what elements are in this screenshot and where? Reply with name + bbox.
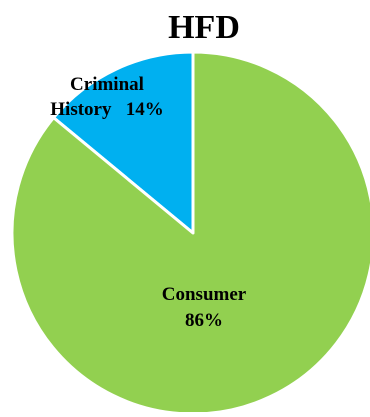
pie-label-criminal-history-line-0: Criminal (70, 74, 144, 95)
pie-label-consumer-line-1: 86% (185, 310, 223, 331)
pie-label-consumer: Consumer 86% (162, 284, 247, 331)
chart-title: HFD (168, 9, 240, 46)
pie-labels: Criminal History 14% Consumer 86% (50, 74, 247, 331)
pie-slice-criminal-history (52, 50, 195, 235)
pie-slices (10, 50, 370, 416)
pie-slice-consumer (10, 50, 370, 416)
pie-label-consumer-line-0: Consumer (162, 284, 247, 305)
pie-label-criminal-history-line-1: History 14% (50, 99, 163, 120)
pie-label-criminal-history: Criminal History 14% (50, 74, 163, 120)
